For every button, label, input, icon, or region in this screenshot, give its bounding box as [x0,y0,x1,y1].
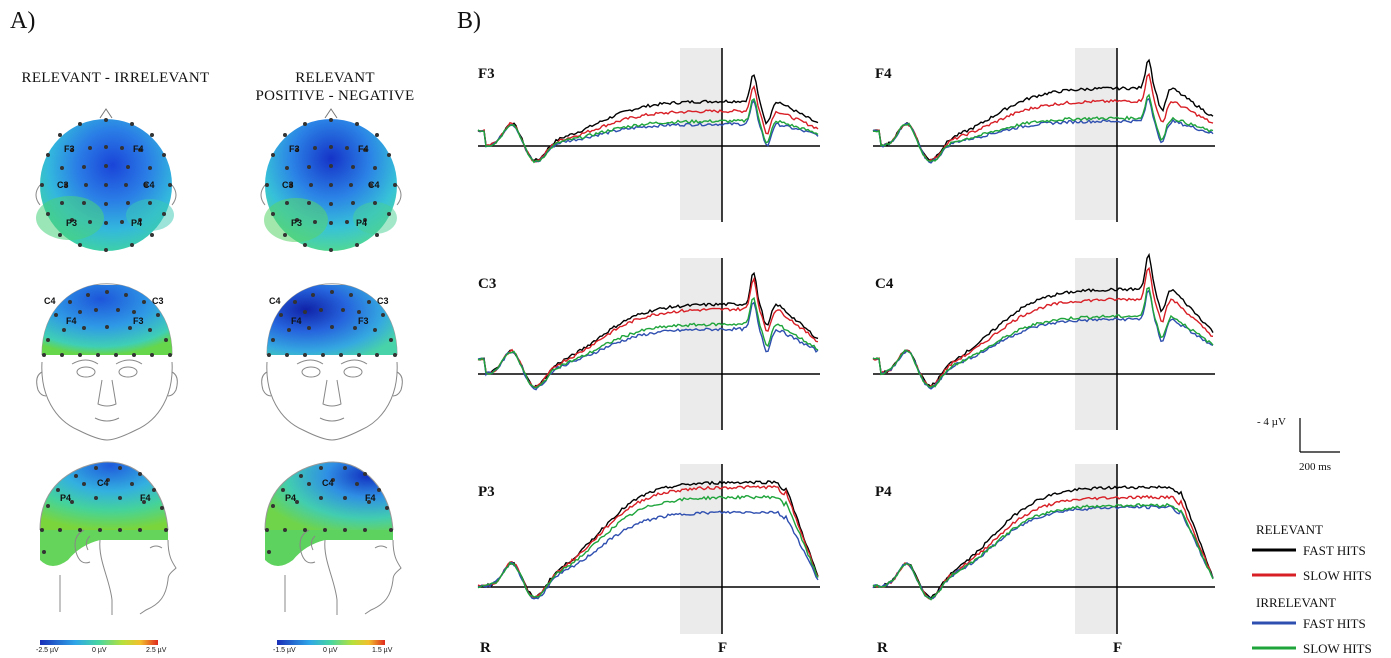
map-col2-title-line2: POSITIVE - NEGATIVE [255,88,415,104]
erp-trace [872,252,1214,388]
erp-trace [872,502,1214,601]
elec-label: F3 [133,316,144,326]
erp-title-c3: C3 [478,276,497,292]
scale-bar [1299,418,1340,453]
legend-item: SLOW HITS [1303,641,1372,656]
shade-window [1075,464,1117,634]
map-col1-title: RELEVANT - IRRELEVANT [21,70,210,86]
erp-traces [477,58,1214,601]
erp-trace [477,301,819,391]
colorbar1-mid: 0 µV [92,647,107,654]
elec-label: F4 [358,144,369,154]
side-electrode-dots [40,466,393,554]
side-view-head-2 [264,461,402,615]
erp-trace [872,93,1214,163]
colorbar-2 [277,640,385,645]
colorbar1-min: -2.5 µV [36,647,59,654]
erp-trace [477,97,819,164]
elec-label: P4 [131,218,143,228]
elec-label: P3 [66,218,78,228]
elec-label: F4 [365,493,376,503]
elec-label: C3 [57,180,69,190]
colorbar2-mid: 0 µV [323,647,338,654]
elec-label: F3 [289,144,300,154]
erp-trace [477,276,819,388]
elec-label: C4 [44,296,56,306]
erp-title-c4: C4 [875,276,894,292]
legend-group-irrelevant: IRRELEVANT [1256,595,1336,610]
legend-lines [1252,548,1296,650]
erp-trace [872,58,1214,161]
colorbar2-max: 1.5 µV [372,647,393,654]
shade-window [680,48,722,220]
legend-item: FAST HITS [1303,543,1366,558]
erp-trace [477,480,819,599]
elec-label: C4 [322,478,334,488]
erp-trace [477,296,819,389]
elec-label: P4 [285,493,297,503]
elec-label: F4 [66,316,77,326]
legend-item: FAST HITS [1303,616,1366,631]
shade-window [680,464,722,634]
elec-label: F3 [358,316,369,326]
side-view-head-1 [39,461,177,615]
shade-window [1075,258,1117,430]
elec-label: P4 [356,218,368,228]
x-label-feedback: F [718,640,728,656]
elec-label: C3 [152,296,164,306]
elec-label: C3 [282,180,294,190]
erp-title-p4: P4 [875,484,892,500]
panel-a-label: A) [10,8,36,34]
erp-title-p3: P3 [478,484,495,500]
elec-label: F3 [64,144,75,154]
front-electrode-dots [42,290,397,357]
shade-window [680,258,722,430]
x-label-response: R [877,640,888,656]
elec-label: F4 [140,493,151,503]
elec-label: C4 [269,296,281,306]
erp-title-f3: F3 [478,66,495,82]
erp-trace [872,485,1214,600]
colorbar-1 [40,640,158,645]
elec-label: P4 [60,493,72,503]
panel-b-label: B) [457,8,481,34]
colorbar2-min: -1.5 µV [273,647,296,654]
x-label-response: R [480,640,491,656]
erp-trace [872,266,1214,388]
erp-trace [872,494,1214,600]
erp-axes [478,48,1215,634]
erp-trace [477,510,819,600]
scale-time: 200 ms [1299,461,1332,473]
scale-amplitude: - 4 µV [1257,416,1286,428]
erp-trace [872,286,1214,388]
erp-title-f4: F4 [875,66,892,82]
legend-group-relevant: RELEVANT [1256,522,1323,537]
erp-trace [477,494,819,598]
elec-label: C4 [97,478,109,488]
elec-label: P3 [291,218,303,228]
elec-label: C3 [377,296,389,306]
erp-trace [477,485,819,599]
erp-trace [872,504,1214,600]
elec-label: C4 [368,180,380,190]
top-electrode-dots [40,118,397,252]
map-col2-title-line1: RELEVANT [295,70,375,86]
erp-trace [872,97,1214,164]
top-view-head-2 [260,108,402,251]
legend-item: SLOW HITS [1303,568,1372,583]
elec-label: C4 [143,180,155,190]
colorbar1-max: 2.5 µV [146,647,167,654]
erp-trace [872,72,1214,163]
elec-label: F4 [291,316,302,326]
erp-trace [477,74,819,162]
shade-window [1075,48,1117,220]
elec-label: F4 [133,144,144,154]
x-label-feedback: F [1113,640,1123,656]
